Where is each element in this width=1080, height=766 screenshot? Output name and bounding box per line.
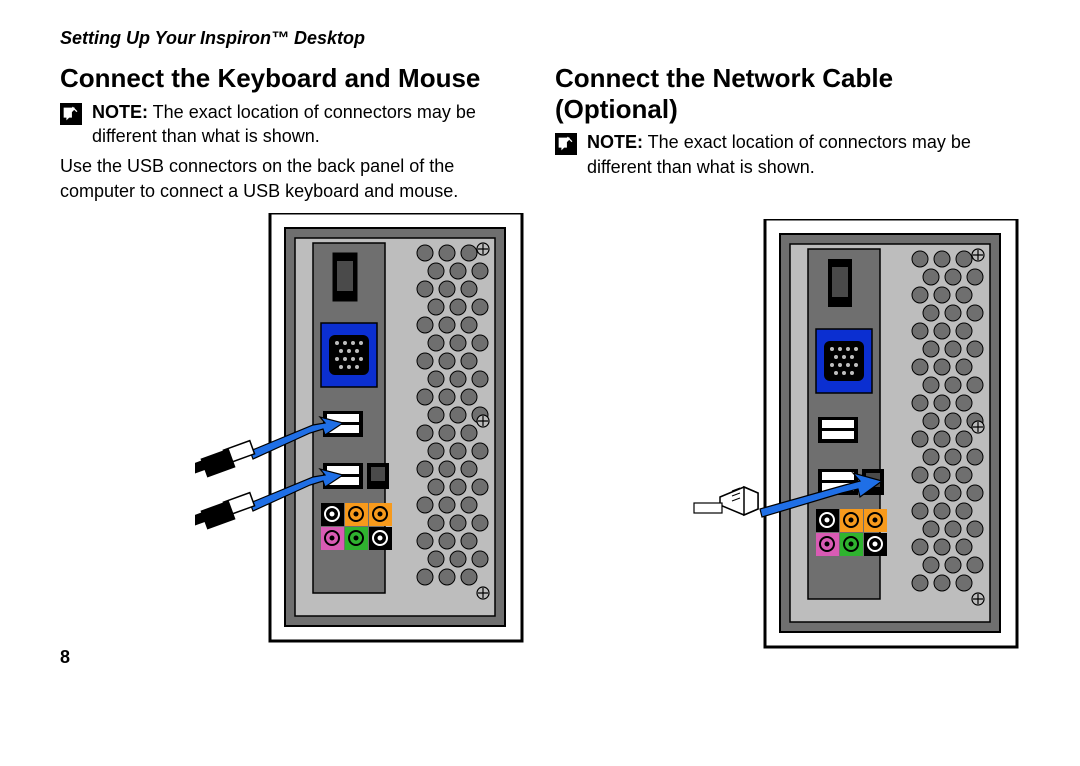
left-note-text: NOTE: The exact location of connectors m… xyxy=(92,100,525,149)
right-note: NOTE: The exact location of connectors m… xyxy=(555,130,1020,179)
right-figure xyxy=(555,219,1020,649)
ethernet-plug xyxy=(694,487,758,515)
note-icon xyxy=(60,103,82,125)
keyboard-mouse-diagram xyxy=(195,213,525,643)
right-heading: Connect the Network Cable (Optional) xyxy=(555,63,1020,124)
note-label: NOTE: xyxy=(587,132,643,152)
note-body: The exact location of connectors may be … xyxy=(587,132,971,176)
left-figure xyxy=(60,213,525,643)
note-label: NOTE: xyxy=(92,102,148,122)
left-body: Use the USB connectors on the back panel… xyxy=(60,154,525,203)
page-header: Setting Up Your Inspiron™ Desktop xyxy=(60,28,1020,49)
page-number: 8 xyxy=(60,647,525,668)
left-note: NOTE: The exact location of connectors m… xyxy=(60,100,525,149)
left-column: Connect the Keyboard and Mouse NOTE: The… xyxy=(60,63,525,668)
right-note-text: NOTE: The exact location of connectors m… xyxy=(587,130,1020,179)
usb-plug-2 xyxy=(195,492,255,531)
right-column: Connect the Network Cable (Optional) NOT… xyxy=(555,63,1020,668)
usb-plug-1 xyxy=(195,440,255,479)
note-body: The exact location of connectors may be … xyxy=(92,102,476,146)
network-cable-diagram xyxy=(690,219,1020,649)
left-heading: Connect the Keyboard and Mouse xyxy=(60,63,525,94)
note-icon xyxy=(555,133,577,155)
